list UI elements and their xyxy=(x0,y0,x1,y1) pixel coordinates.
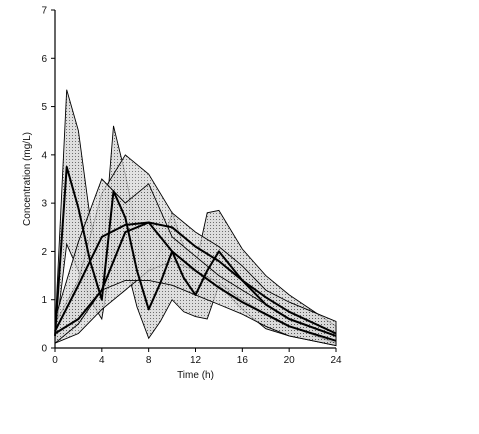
mean-lines xyxy=(54,165,337,342)
x-tick-label: 20 xyxy=(284,355,296,366)
confidence-bands xyxy=(54,89,337,347)
y-tick-label: 0 xyxy=(41,344,47,355)
x-tick-label: 24 xyxy=(330,355,342,366)
x-axis-title: Time (h) xyxy=(177,370,214,381)
series-3-mean-line xyxy=(54,221,337,342)
y-tick-label: 6 xyxy=(41,54,47,65)
y-tick-label: 2 xyxy=(41,247,47,258)
x-tick-label: 12 xyxy=(190,355,202,366)
x-tick-label: 8 xyxy=(146,355,152,366)
y-tick-label: 4 xyxy=(41,150,47,161)
series-2-mean-line xyxy=(54,221,337,335)
x-tick-label: 16 xyxy=(237,355,249,366)
x-tick-label: 0 xyxy=(52,355,58,366)
y-tick-label: 3 xyxy=(41,199,47,210)
y-axis-title: Concentration (mg/L) xyxy=(22,132,33,226)
y-tick-label: 1 xyxy=(41,295,47,306)
y-tick-label: 7 xyxy=(41,6,47,17)
x-tick-label: 4 xyxy=(99,355,105,366)
y-tick-label: 5 xyxy=(41,102,47,113)
